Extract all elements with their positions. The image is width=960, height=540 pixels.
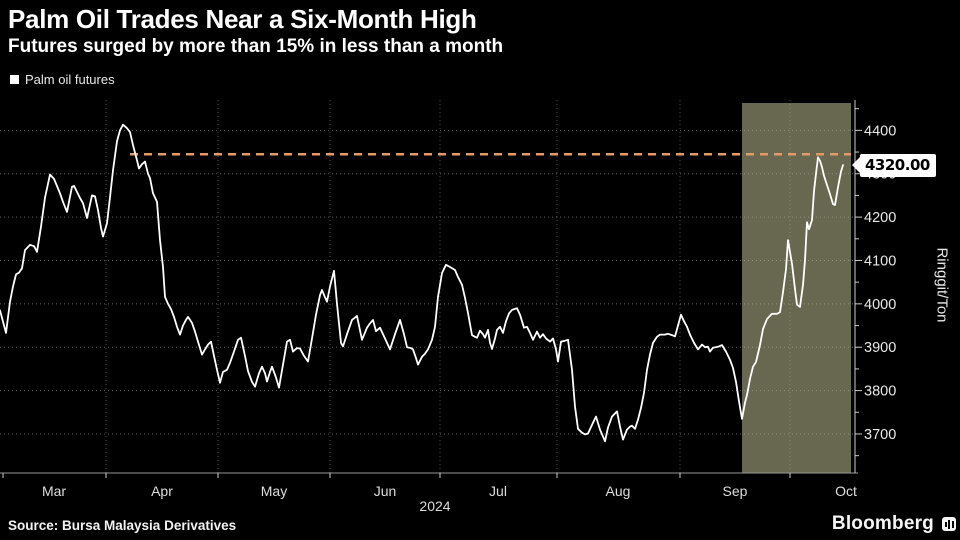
y-tick-label: 4100 bbox=[864, 253, 896, 269]
y-tick-label: 3900 bbox=[864, 340, 896, 356]
source-note: Source: Bursa Malaysia Derivatives bbox=[8, 518, 237, 533]
month-label: Sep bbox=[723, 483, 748, 499]
y-tick-label: 4000 bbox=[864, 297, 896, 313]
y-tick-label: 4400 bbox=[864, 123, 896, 139]
price-line bbox=[0, 123, 844, 443]
legend-swatch bbox=[10, 75, 19, 84]
price-label-arrow-icon bbox=[852, 157, 860, 174]
last-price-label: 4320.00 bbox=[852, 153, 936, 177]
y-tick-label: 4200 bbox=[864, 210, 896, 226]
y-tick-label: 3800 bbox=[864, 384, 896, 400]
y-tick-label: 3700 bbox=[864, 427, 896, 443]
price-label-value: 4320.00 bbox=[865, 155, 930, 174]
month-label: Oct bbox=[835, 483, 857, 499]
month-label: Apr bbox=[151, 483, 173, 499]
x-axis-year-label: 2024 bbox=[419, 498, 451, 514]
bloomberg-logo-icon bbox=[942, 517, 956, 531]
bloomberg-logo: Bloomberg bbox=[832, 513, 956, 535]
y-axis-title: Ringgit/Ton bbox=[933, 247, 951, 323]
chart-title: Palm Oil Trades Near a Six-Month High bbox=[8, 4, 477, 34]
legend-label: Palm oil futures bbox=[25, 72, 115, 87]
month-label: Mar bbox=[42, 483, 66, 499]
chart-subtitle: Futures surged by more than 15% in less … bbox=[8, 36, 504, 57]
highlight-band bbox=[742, 103, 851, 473]
month-label: Aug bbox=[606, 483, 631, 499]
month-label: Jul bbox=[489, 483, 507, 499]
bloomberg-logo-text: Bloomberg bbox=[831, 513, 934, 534]
legend: Palm oil futures bbox=[10, 72, 115, 87]
month-label: Jun bbox=[374, 483, 397, 499]
month-label: May bbox=[261, 483, 287, 499]
